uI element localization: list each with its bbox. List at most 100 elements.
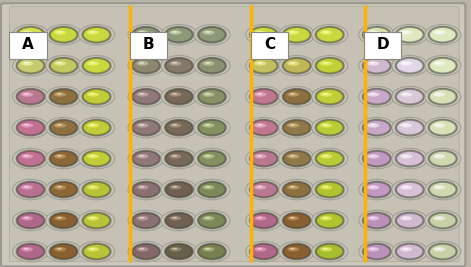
Ellipse shape — [164, 212, 194, 229]
Ellipse shape — [203, 61, 214, 66]
Ellipse shape — [367, 247, 379, 252]
Ellipse shape — [254, 185, 266, 190]
Ellipse shape — [254, 92, 266, 97]
Ellipse shape — [79, 210, 114, 231]
Ellipse shape — [290, 217, 295, 219]
Ellipse shape — [249, 150, 279, 167]
Ellipse shape — [312, 210, 348, 231]
Ellipse shape — [128, 87, 164, 107]
Ellipse shape — [287, 247, 299, 252]
Ellipse shape — [290, 186, 295, 188]
Ellipse shape — [287, 30, 299, 35]
Ellipse shape — [316, 120, 343, 135]
Ellipse shape — [79, 25, 114, 45]
Ellipse shape — [428, 26, 458, 43]
Ellipse shape — [165, 182, 193, 197]
Ellipse shape — [363, 120, 390, 135]
Ellipse shape — [197, 119, 227, 136]
Ellipse shape — [54, 216, 66, 221]
Ellipse shape — [17, 120, 44, 135]
Ellipse shape — [246, 148, 282, 169]
Ellipse shape — [194, 241, 230, 262]
Ellipse shape — [83, 120, 110, 135]
Ellipse shape — [81, 88, 112, 105]
Ellipse shape — [428, 212, 458, 229]
Ellipse shape — [283, 182, 310, 197]
Text: C: C — [264, 37, 275, 52]
Ellipse shape — [16, 119, 46, 136]
Ellipse shape — [367, 92, 379, 97]
Ellipse shape — [287, 92, 299, 97]
Ellipse shape — [21, 30, 33, 35]
Ellipse shape — [164, 57, 194, 74]
Ellipse shape — [50, 120, 77, 135]
Ellipse shape — [17, 89, 44, 104]
Ellipse shape — [170, 61, 181, 66]
Ellipse shape — [170, 123, 181, 128]
Ellipse shape — [312, 117, 348, 138]
Ellipse shape — [362, 181, 392, 198]
Ellipse shape — [132, 182, 160, 197]
Ellipse shape — [250, 120, 277, 135]
Ellipse shape — [362, 212, 392, 229]
Ellipse shape — [279, 117, 315, 138]
Ellipse shape — [49, 88, 79, 105]
Ellipse shape — [197, 181, 227, 198]
Ellipse shape — [392, 87, 428, 107]
Ellipse shape — [429, 182, 456, 197]
Ellipse shape — [128, 210, 164, 231]
Ellipse shape — [320, 30, 332, 35]
Ellipse shape — [17, 58, 44, 73]
Ellipse shape — [128, 148, 164, 169]
Ellipse shape — [403, 62, 408, 64]
Ellipse shape — [362, 119, 392, 136]
Ellipse shape — [312, 87, 348, 107]
Ellipse shape — [315, 150, 345, 167]
Ellipse shape — [205, 62, 211, 64]
Ellipse shape — [203, 185, 214, 190]
Ellipse shape — [396, 151, 423, 166]
Ellipse shape — [283, 213, 310, 228]
Ellipse shape — [198, 27, 226, 42]
Ellipse shape — [170, 216, 181, 221]
Ellipse shape — [323, 186, 328, 188]
Ellipse shape — [170, 247, 181, 252]
Ellipse shape — [282, 212, 312, 229]
Ellipse shape — [16, 150, 46, 167]
Ellipse shape — [370, 62, 375, 64]
Ellipse shape — [164, 243, 194, 260]
Ellipse shape — [279, 56, 315, 76]
Ellipse shape — [282, 26, 312, 43]
Ellipse shape — [139, 62, 145, 64]
Ellipse shape — [50, 182, 77, 197]
Ellipse shape — [203, 30, 214, 35]
Ellipse shape — [283, 27, 310, 42]
Ellipse shape — [165, 244, 193, 259]
Ellipse shape — [172, 31, 178, 33]
Ellipse shape — [131, 243, 161, 260]
Ellipse shape — [194, 56, 230, 76]
Ellipse shape — [395, 57, 425, 74]
Ellipse shape — [198, 89, 226, 104]
Ellipse shape — [131, 88, 161, 105]
Ellipse shape — [172, 186, 178, 188]
Ellipse shape — [320, 123, 332, 128]
Ellipse shape — [367, 185, 379, 190]
Ellipse shape — [128, 25, 164, 45]
Ellipse shape — [46, 148, 81, 169]
Ellipse shape — [320, 61, 332, 66]
Ellipse shape — [436, 93, 441, 95]
Ellipse shape — [54, 247, 66, 252]
Ellipse shape — [279, 179, 315, 200]
Ellipse shape — [172, 248, 178, 250]
Ellipse shape — [400, 247, 412, 252]
Ellipse shape — [246, 241, 282, 262]
Ellipse shape — [89, 62, 95, 64]
Ellipse shape — [249, 88, 279, 105]
Ellipse shape — [283, 89, 310, 104]
Ellipse shape — [433, 247, 445, 252]
Ellipse shape — [370, 31, 375, 33]
Ellipse shape — [246, 56, 282, 76]
Ellipse shape — [425, 87, 461, 107]
Ellipse shape — [254, 247, 266, 252]
